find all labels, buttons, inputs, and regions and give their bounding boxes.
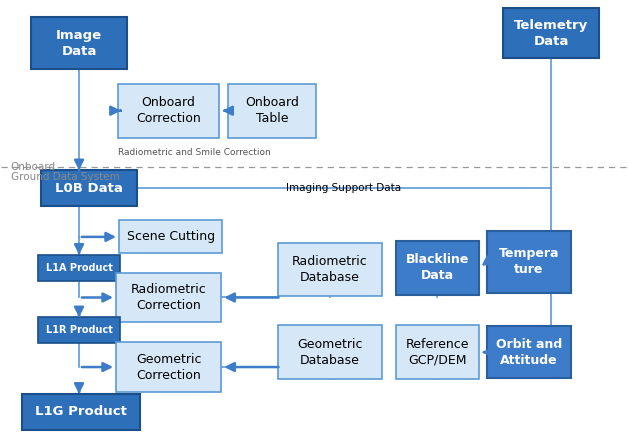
Text: Telemetry
Data: Telemetry Data xyxy=(514,19,588,48)
Text: Tempera
ture: Tempera ture xyxy=(499,247,559,276)
FancyBboxPatch shape xyxy=(118,84,220,137)
Text: Onboard
Table: Onboard Table xyxy=(245,96,299,125)
Text: Imaging Support Data: Imaging Support Data xyxy=(286,183,401,193)
Text: L1G Product: L1G Product xyxy=(35,405,127,418)
Text: Image
Data: Image Data xyxy=(56,29,102,58)
FancyBboxPatch shape xyxy=(38,317,120,343)
FancyBboxPatch shape xyxy=(396,325,479,379)
FancyBboxPatch shape xyxy=(228,84,316,137)
FancyBboxPatch shape xyxy=(487,326,571,378)
FancyBboxPatch shape xyxy=(116,272,221,322)
Text: Blackline
Data: Blackline Data xyxy=(406,253,469,282)
FancyBboxPatch shape xyxy=(31,17,127,69)
FancyBboxPatch shape xyxy=(116,342,221,392)
FancyBboxPatch shape xyxy=(42,170,136,206)
FancyBboxPatch shape xyxy=(487,231,571,293)
Text: Radiometric
Correction: Radiometric Correction xyxy=(131,283,206,312)
FancyBboxPatch shape xyxy=(119,221,223,253)
Text: L1A Product: L1A Product xyxy=(46,262,113,272)
FancyBboxPatch shape xyxy=(38,255,120,281)
Text: Onboard: Onboard xyxy=(11,162,56,172)
Text: L1R Product: L1R Product xyxy=(46,325,113,335)
Text: Reference
GCP/DEM: Reference GCP/DEM xyxy=(406,337,469,367)
FancyBboxPatch shape xyxy=(22,394,140,429)
Text: Scene Cutting: Scene Cutting xyxy=(126,230,214,243)
Text: Orbit and
Attitude: Orbit and Attitude xyxy=(496,337,562,367)
Text: Radiometric and Smile Correction: Radiometric and Smile Correction xyxy=(118,148,270,157)
FancyBboxPatch shape xyxy=(503,8,599,58)
Text: Geometric
Correction: Geometric Correction xyxy=(136,353,201,382)
Text: L0B Data: L0B Data xyxy=(55,182,123,195)
Text: Onboard
Correction: Onboard Correction xyxy=(136,96,201,125)
FancyBboxPatch shape xyxy=(396,241,479,294)
FancyBboxPatch shape xyxy=(278,243,382,296)
Text: Radiometric
Database: Radiometric Database xyxy=(292,255,368,284)
Text: Ground Data System: Ground Data System xyxy=(11,172,120,182)
Text: Geometric
Database: Geometric Database xyxy=(297,337,363,367)
FancyBboxPatch shape xyxy=(278,325,382,379)
